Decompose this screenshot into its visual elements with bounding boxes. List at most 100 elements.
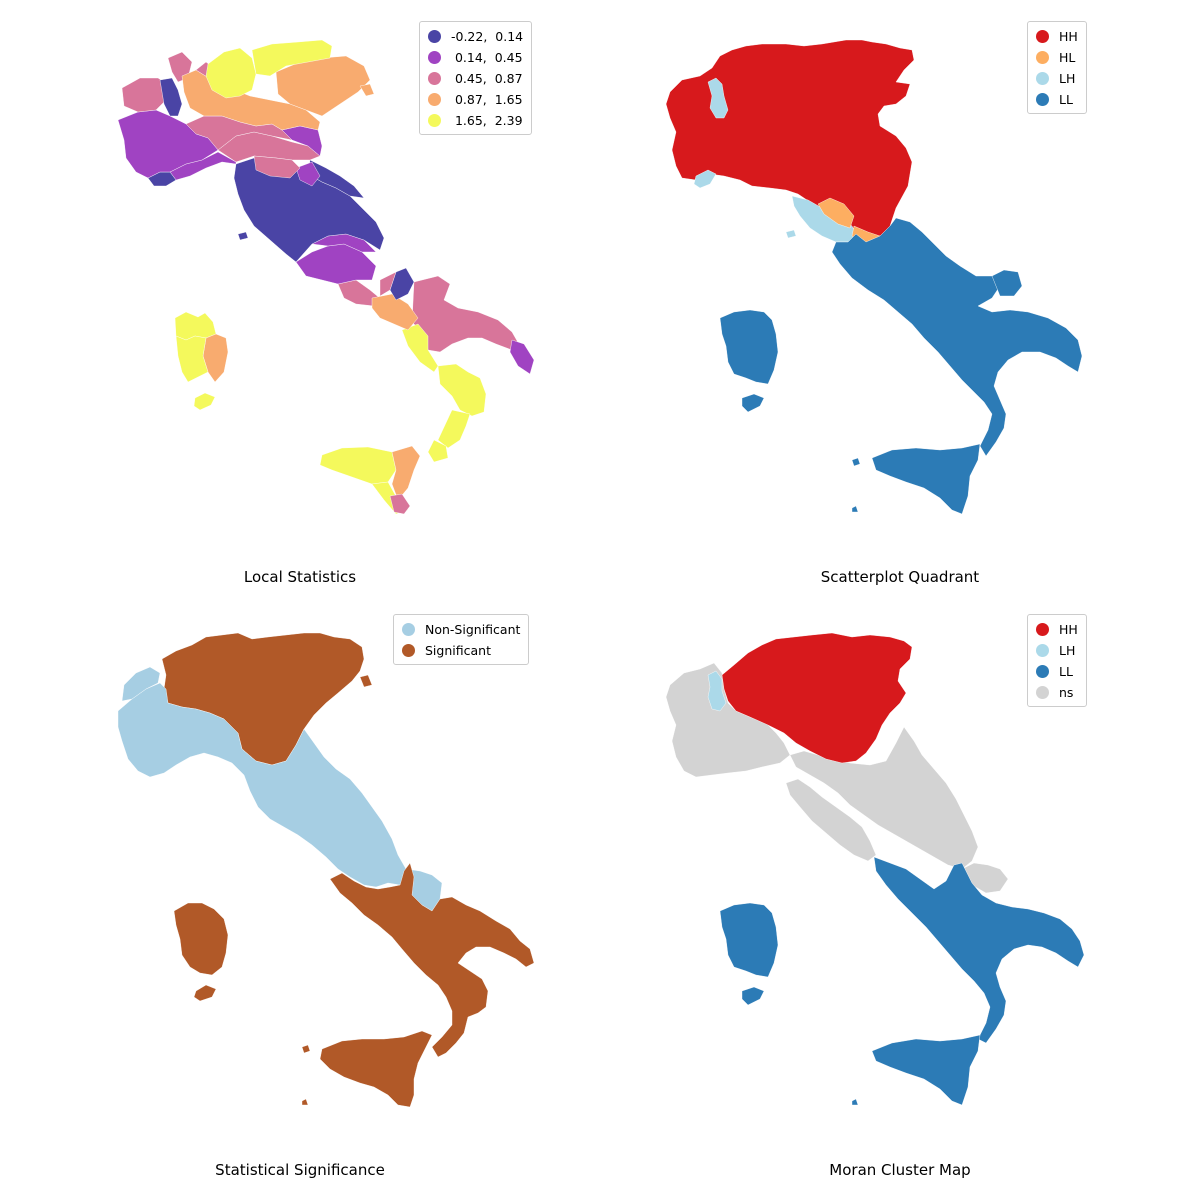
region-small-island-sig-2 [301, 1098, 309, 1106]
region-sicily-significant [319, 1030, 433, 1108]
region-pink-mid [253, 155, 301, 179]
legend-item: 0.14, 0.45 [428, 47, 523, 68]
region-ll-sardinia-s [741, 986, 765, 1006]
legend-label: Non-Significant [425, 622, 521, 637]
legend-swatch-icon [428, 30, 441, 43]
legend-swatch-icon [402, 623, 415, 636]
region-sicily-ll [871, 443, 981, 515]
legend-label: LH [1059, 643, 1076, 658]
legend-item: 0.87, 1.65 [428, 89, 523, 110]
legend-label: Significant [425, 643, 491, 658]
region-molise [389, 267, 415, 301]
legend-label: HH [1059, 29, 1078, 44]
legend-label: 0.14, 0.45 [451, 50, 523, 65]
region-sardinia-north [174, 311, 217, 341]
region-small-island [851, 457, 861, 467]
region-ll-south [873, 856, 1085, 1044]
legend-label: 0.45, 0.87 [451, 71, 523, 86]
legend-item: 0.45, 0.87 [428, 68, 523, 89]
region-ll-sardinia [719, 902, 779, 978]
legend-swatch-icon [1036, 72, 1049, 85]
legend-label: HH [1059, 622, 1078, 637]
region-sicily-west [319, 446, 397, 485]
region-molise-south [379, 271, 397, 297]
legend-swatch-icon [402, 644, 415, 657]
legend-label: -0.22, 0.14 [451, 29, 524, 44]
region-salento [509, 339, 535, 375]
legend-label: LH [1059, 71, 1076, 86]
region-small-island-sig [301, 1044, 311, 1054]
region-small-island-2 [851, 505, 859, 513]
legend-item: -0.22, 0.14 [428, 26, 523, 47]
region-campania-south [371, 293, 419, 331]
legend-label: LL [1059, 92, 1073, 107]
region-ns-coast [785, 778, 877, 862]
region-calabria-north [437, 363, 487, 417]
legend-swatch-icon [1036, 686, 1049, 699]
legend-item: HH [1036, 619, 1078, 640]
region-basilicata [401, 323, 439, 373]
legend-swatch-icon [428, 72, 441, 85]
region-calabria-south [427, 439, 449, 463]
panel-statistical-significance: Non-Significant Significant Statistical … [0, 593, 600, 1193]
legend-label: HL [1059, 50, 1076, 65]
legend-item: Significant [402, 640, 520, 661]
legend-item: LL [1036, 89, 1078, 110]
panel-title: Scatterplot Quadrant [820, 568, 980, 586]
legend-item: ns [1036, 682, 1078, 703]
region-sicily-east [391, 445, 421, 501]
legend-swatch-icon [1036, 30, 1049, 43]
legend-label: 1.65, 2.39 [451, 113, 523, 128]
region-lazio-south [295, 243, 377, 285]
region-lh-north [707, 670, 727, 712]
legend-statistical-significance: Non-Significant Significant [393, 614, 530, 665]
panel-scatterplot-quadrant: HH HL LH LL Scatterplot Quadrant [600, 0, 1200, 600]
legend-item: HL [1036, 47, 1078, 68]
region-alps-west-yellow [205, 47, 257, 99]
region-trieste-sig [359, 674, 373, 688]
panel-local-statistics: -0.22, 0.14 0.14, 0.45 0.45, 0.87 0.87, … [0, 0, 600, 600]
legend-scatterplot-quadrant: HH HL LH LL [1027, 21, 1087, 114]
panel-title: Local Statistics [243, 568, 357, 586]
region-sardinia-ll-s [741, 393, 765, 413]
legend-local-statistics: -0.22, 0.14 0.14, 0.45 0.45, 0.87 0.87, … [419, 21, 533, 135]
legend-swatch-icon [428, 114, 441, 127]
region-lh-coast [693, 169, 717, 189]
map-scatterplot-quadrant [665, 39, 1083, 515]
region-northwest-ns [117, 682, 443, 912]
legend-swatch-icon [1036, 93, 1049, 106]
legend-swatch-icon [1036, 665, 1049, 678]
legend-swatch-icon [1036, 623, 1049, 636]
region-ll-small [851, 1098, 859, 1106]
region-sicily-se [389, 493, 411, 515]
region-hl-a [817, 197, 855, 229]
map-local-statistics [117, 39, 535, 515]
region-south-ll-apulia [991, 269, 1023, 297]
region-aosta-ns [121, 666, 161, 702]
region-south-significant [329, 862, 535, 1058]
region-sardinia-south [193, 392, 216, 411]
region-sardinia-east [202, 333, 229, 383]
region-hh-north [721, 632, 913, 764]
region-south-ll [831, 217, 1083, 457]
map-statistical-significance [117, 632, 535, 1108]
region-rimini [295, 161, 321, 187]
panel-moran-cluster-map: HH LH LL ns Moran Cluster Map [600, 593, 1200, 1193]
region-alps-east-yellow [251, 39, 333, 77]
region-piedmont [117, 109, 219, 179]
panel-title: Moran Cluster Map [829, 1161, 971, 1179]
legend-item: LH [1036, 640, 1078, 661]
legend-moran-cluster-map: HH LH LL ns [1027, 614, 1087, 707]
legend-swatch-icon [1036, 51, 1049, 64]
legend-item: LH [1036, 68, 1078, 89]
region-north-hh [665, 39, 915, 243]
legend-item: 1.65, 2.39 [428, 110, 523, 131]
region-sardinia-significant [173, 902, 229, 976]
legend-item: Non-Significant [402, 619, 520, 640]
region-aosta-blue [159, 77, 183, 117]
legend-label: ns [1059, 685, 1074, 700]
region-lh-island [785, 229, 797, 239]
region-sardinia-west [175, 335, 209, 383]
region-trieste [359, 83, 375, 97]
